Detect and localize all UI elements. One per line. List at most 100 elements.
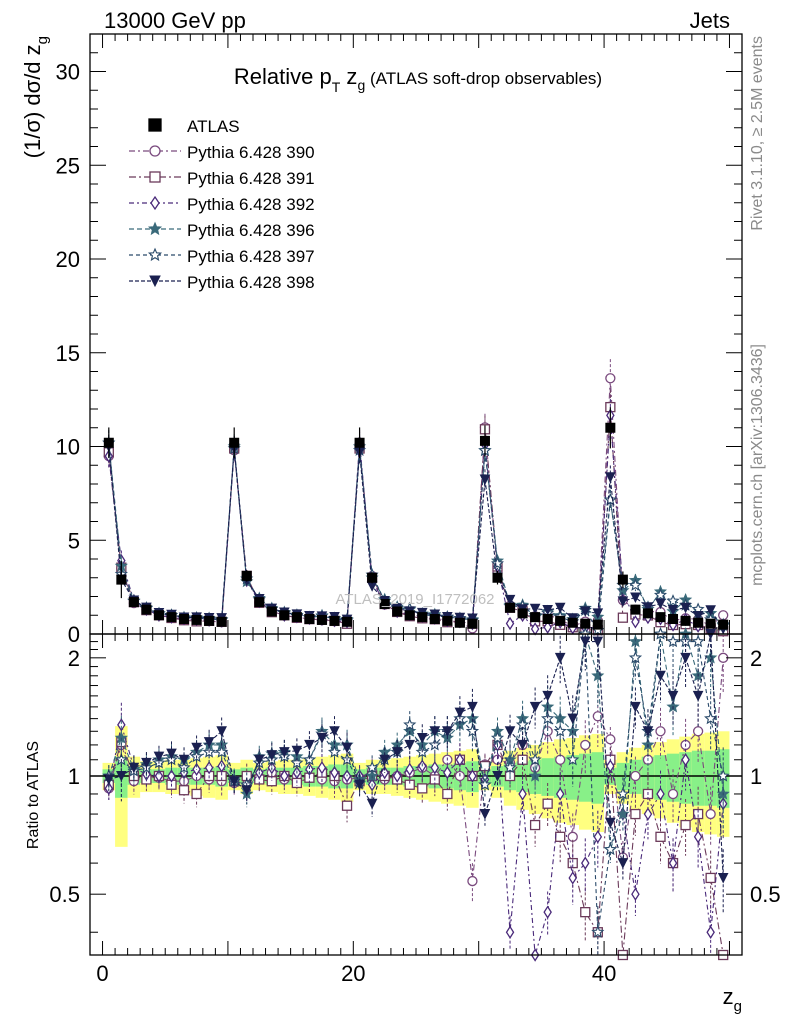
ratio-point [279, 747, 290, 758]
legend-marker [149, 171, 161, 183]
ratio-point [592, 636, 604, 648]
data-point [166, 612, 177, 623]
ratio-point [606, 759, 615, 773]
ratio-point [631, 887, 640, 901]
header-right: Jets [690, 8, 730, 33]
ratio-point [167, 769, 176, 783]
ratio-point [330, 765, 339, 780]
header-left: 13000 GeV pp [104, 8, 246, 33]
ratio-point [391, 747, 403, 758]
ratio-point [492, 771, 503, 782]
data-point [229, 437, 240, 448]
series-point [628, 578, 643, 591]
data-point [354, 437, 365, 448]
ratio-y-axis-label: Ratio to ATLAS [25, 741, 42, 849]
y-tick-label: 15 [56, 341, 80, 366]
ratio-point [503, 760, 517, 774]
data-point [642, 608, 653, 619]
data-point [479, 435, 490, 446]
data-point [705, 618, 716, 629]
ratio-band-stat [579, 753, 592, 802]
data-point [329, 615, 340, 626]
data-point [530, 612, 541, 623]
ratio-point [528, 752, 542, 766]
ratio-point [454, 707, 466, 719]
ratio-point [443, 765, 452, 780]
data-point [291, 612, 302, 623]
ratio-point [555, 831, 566, 842]
ratio-point [305, 762, 314, 777]
ratio-point [692, 726, 704, 737]
data-point [617, 574, 628, 585]
data-point [116, 574, 127, 585]
ratio-point [128, 762, 140, 774]
ratio-point [178, 754, 190, 766]
series-point [505, 616, 515, 631]
data-point [442, 615, 453, 626]
legend: ATLAS Pythia 6.428 390 Pythia 6.428 391 Pyt… [129, 117, 315, 292]
data-point [103, 437, 114, 448]
ratio-point [365, 760, 379, 774]
ratio-point [467, 875, 478, 887]
data-point [279, 610, 290, 621]
ratio-point [302, 752, 317, 766]
ratio-point [192, 762, 201, 777]
ratio-point [667, 690, 679, 702]
ratio-band-stat [541, 758, 554, 796]
ratio-point [327, 745, 342, 758]
ratio-point [666, 634, 680, 648]
ratio-point [430, 760, 440, 775]
data-point [179, 614, 190, 624]
legend-marker [147, 221, 163, 236]
ratio-point [403, 717, 417, 731]
ratio-point [429, 726, 441, 737]
data-point [191, 614, 202, 625]
ratio-band-stat [666, 753, 680, 802]
ratio-point [117, 718, 126, 732]
data-point [153, 610, 164, 621]
data-point [367, 572, 378, 583]
ratio-band-stat [591, 752, 605, 804]
ratio-tick-label-left: 0.5 [49, 882, 80, 907]
series-point [655, 598, 666, 610]
ratio-point [553, 724, 567, 737]
ratio-point [518, 787, 527, 801]
ratio-point [166, 748, 177, 760]
y-tick-label: 30 [56, 60, 80, 85]
ratio-point [280, 769, 289, 783]
ratio-point [529, 819, 541, 831]
series-line-ratio [108, 724, 724, 956]
ratio-tick-label-right: 1 [750, 764, 762, 789]
series-point [592, 608, 604, 619]
ratio-point [568, 871, 578, 885]
ratio-point [366, 798, 378, 810]
ratio-point [404, 779, 415, 790]
ratio-point [153, 751, 165, 763]
ratio-point [706, 925, 715, 939]
watermark: ATLAS_2019_I1772062 [335, 591, 494, 608]
series-point [605, 373, 616, 384]
data-point [454, 617, 465, 628]
ratio-point [316, 732, 328, 744]
series-point [554, 602, 566, 614]
data-point [429, 614, 440, 624]
ratio-point [329, 726, 340, 737]
data-point [542, 614, 553, 624]
ratio-point [417, 783, 428, 794]
series-point [667, 605, 679, 616]
data-point [492, 572, 503, 583]
data-point [517, 608, 528, 619]
legend-label: Pythia 6.428 397 [187, 247, 315, 266]
data-point [580, 618, 591, 629]
data-point [592, 619, 603, 630]
data-point [467, 618, 478, 629]
ratio-point [680, 652, 691, 664]
ratio-point [579, 636, 591, 648]
ratio-point [228, 776, 240, 787]
legend-marker-data [148, 118, 162, 132]
ratio-point [442, 788, 453, 800]
data-point [216, 616, 227, 627]
ratio-point [266, 750, 278, 761]
ratio-point [605, 817, 616, 829]
legend-marker [150, 195, 160, 211]
